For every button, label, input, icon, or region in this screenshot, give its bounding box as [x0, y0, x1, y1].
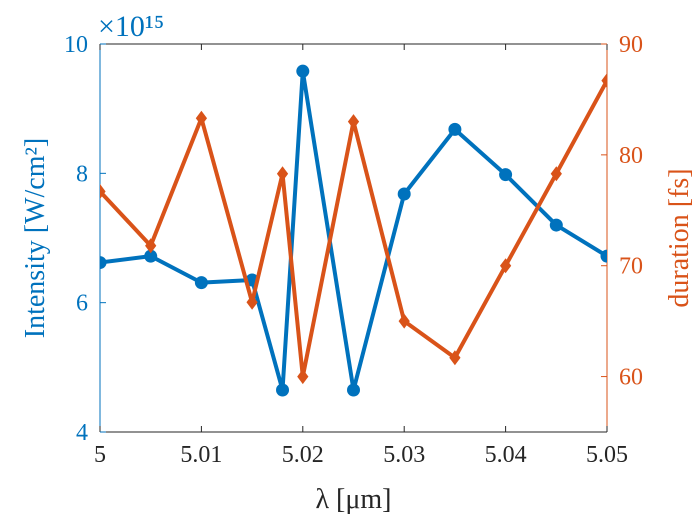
series-right-point	[449, 350, 461, 366]
right-y-tick-label: 60	[619, 365, 643, 391]
series-right-point	[347, 114, 360, 130]
series-left-point	[276, 383, 290, 397]
x-tick-label: 5.01	[180, 442, 222, 468]
series-left-point	[600, 249, 607, 263]
series-right-point	[601, 73, 607, 89]
series-left-line	[100, 69, 607, 392]
series-group	[100, 64, 607, 397]
series-left-point	[296, 64, 310, 78]
plot-area: 5 5.01 5.02 5.03 5.04 5.05 4 6 8 10 60 70 80 90 ×10¹⁵ λ…	[20, 10, 695, 515]
x-axis-label: λ [μm]	[315, 484, 391, 515]
x-tick-label: 5.04	[485, 442, 527, 468]
x-tick-label: 5.03	[383, 442, 425, 468]
series-left-point	[144, 249, 158, 263]
right-y-axis-label: duration [fs]	[664, 168, 695, 307]
left-y-tick-label: 6	[76, 291, 88, 317]
right-y-tick-label: 70	[619, 254, 643, 280]
series-right-point	[276, 166, 289, 182]
series-right-line	[100, 78, 607, 379]
series-left-point	[347, 383, 360, 397]
series-right-point	[550, 166, 562, 182]
series-left-point	[448, 122, 462, 136]
x-tick-label: 5.05	[586, 442, 628, 468]
series-right-point	[297, 369, 309, 385]
left-y-tick-label: 4	[76, 420, 88, 446]
series-left-point	[100, 256, 107, 270]
left-y-tick-label: 10	[64, 32, 88, 58]
series-left-point	[499, 168, 513, 182]
series-right-point	[246, 294, 258, 310]
y-exponent-label: ×10¹⁵	[98, 10, 164, 43]
left-y-axis-label: Intensity [W/cm²]	[20, 138, 51, 338]
left-y-tick-label: 8	[76, 161, 88, 187]
series-right-point	[145, 238, 157, 254]
series-right-point	[195, 110, 208, 126]
x-tick-label: 5	[94, 442, 106, 468]
right-y-tick-label: 80	[619, 143, 643, 169]
x-tick-label: 5.02	[282, 442, 324, 468]
series-right-point	[398, 313, 410, 329]
series-left-point	[549, 218, 563, 232]
series-left-point	[194, 276, 208, 290]
right-y-tick-label: 90	[619, 32, 643, 58]
series-right-point	[499, 258, 512, 274]
series-left-point	[397, 187, 411, 201]
series-right-point	[100, 183, 106, 199]
